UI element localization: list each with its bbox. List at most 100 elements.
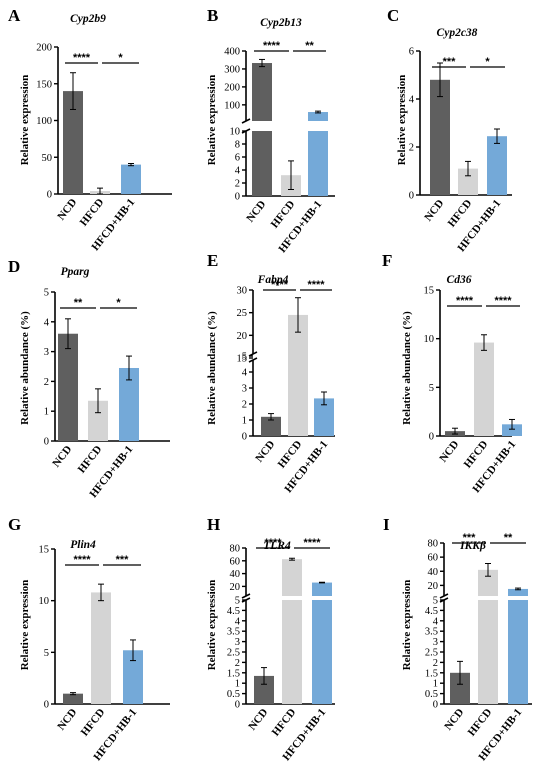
significance-label: **** xyxy=(494,295,512,307)
x-tick-label: NCD xyxy=(50,443,74,469)
panel-letter: A xyxy=(8,6,21,25)
bar-HFCD-upper xyxy=(478,569,498,596)
y-tick-label: 0.5 xyxy=(425,689,438,700)
chart-title: Pparg xyxy=(61,266,90,278)
chart-title: Cd36 xyxy=(447,274,472,286)
y-tick-label: 15 xyxy=(237,354,248,365)
y-tick-label: 25 xyxy=(237,308,248,319)
y-tick-label: 30 xyxy=(237,286,248,297)
y-tick-label: 10 xyxy=(39,596,50,607)
axis-break-mark xyxy=(248,357,258,363)
y-tick-label: 50 xyxy=(42,153,53,164)
bar-HFCD xyxy=(282,600,302,704)
y-tick-label: 6 xyxy=(409,47,414,58)
bar-HFCD-upper xyxy=(282,559,302,596)
y-tick-label: 40 xyxy=(230,569,241,580)
x-tick-label: HFCD xyxy=(446,197,475,229)
y-tick-label: 10 xyxy=(230,127,241,138)
bar-NCD xyxy=(430,79,450,195)
significance-label: ** xyxy=(305,40,314,52)
y-tick-label: 3 xyxy=(242,384,247,395)
panel-letter: D xyxy=(8,257,20,276)
y-tick-label: 8 xyxy=(235,140,240,151)
bar-HFCD xyxy=(458,168,478,195)
bar-NCD xyxy=(63,693,83,704)
bar-NCD xyxy=(58,333,78,441)
y-tick-label: 1 xyxy=(235,679,240,690)
y-tick-label: 5 xyxy=(235,596,240,607)
bar-NCD xyxy=(261,416,281,436)
panel-letter: I xyxy=(383,515,390,534)
x-tick-label: HFCD xyxy=(79,706,108,738)
panel-E: E Fabp4 Relative abundance (%) 0 1 2 3 4 515 20 25… xyxy=(206,251,335,495)
bar-HFCD xyxy=(88,400,108,441)
bar-HFCD xyxy=(478,600,498,704)
x-tick-label: HFCD xyxy=(76,443,105,475)
y-tick-label: 20 xyxy=(237,331,248,342)
x-tick-label: NCD xyxy=(442,706,466,732)
y-axis-label: Relative expression xyxy=(206,75,218,166)
y-tick-label: 1 xyxy=(242,416,247,427)
significance-label: * xyxy=(485,56,490,68)
bar-HFCD+HB-1 xyxy=(308,131,328,196)
bar-HFCD+HB-1 xyxy=(314,398,334,436)
significance-label: ** xyxy=(504,532,513,544)
significance-label: **** xyxy=(307,279,325,291)
axis-break-mark xyxy=(439,593,449,599)
bar-NCD-upper xyxy=(252,63,272,121)
y-tick-label: 0 xyxy=(242,432,247,443)
y-tick-label: 15 xyxy=(39,545,50,556)
y-tick-label: 2.5 xyxy=(227,648,240,659)
significance-label: **** xyxy=(73,52,91,64)
y-tick-label: 3 xyxy=(44,347,49,358)
significance-label: * xyxy=(118,52,123,64)
y-tick-label: 1 xyxy=(44,407,49,418)
panel-D: D Pparg Relative abundance (%) 0 1 2 3 4 5 NCD HFC… xyxy=(8,257,170,500)
y-tick-label: 0 xyxy=(433,700,438,711)
y-axis-label: Relative abundance (%) xyxy=(206,311,218,425)
significance-label: ** xyxy=(74,297,83,309)
bar-HFCD+HB-1-upper xyxy=(308,112,328,121)
bar-HFCD+HB-1 xyxy=(508,600,528,704)
y-tick-label: 10 xyxy=(424,334,435,345)
y-tick-label: 15 xyxy=(424,286,435,297)
y-tick-label: 60 xyxy=(230,556,241,567)
significance-label: **** xyxy=(303,537,321,549)
y-tick-label: 2 xyxy=(242,400,247,411)
x-tick-label: HFCD xyxy=(270,706,299,738)
y-tick-label: 1.5 xyxy=(227,668,240,679)
significance-label: **** xyxy=(264,537,282,549)
x-tick-label: NCD xyxy=(55,706,79,732)
y-tick-label: 2 xyxy=(433,658,438,669)
y-tick-label: 2.5 xyxy=(425,648,438,659)
y-tick-label: 4 xyxy=(235,616,241,627)
y-tick-label: 3.5 xyxy=(425,627,438,638)
chart-title: Cyp2b13 xyxy=(260,17,302,29)
y-axis-label: Relative expression xyxy=(401,580,413,671)
y-tick-label: 3 xyxy=(433,637,438,648)
y-tick-label: 3.5 xyxy=(227,627,240,638)
y-tick-label: 2 xyxy=(44,377,49,388)
significance-label: **** xyxy=(271,279,289,291)
panel-letter: H xyxy=(207,515,220,534)
y-tick-label: 0 xyxy=(44,437,49,448)
bar-NCD xyxy=(254,675,274,704)
x-tick-label: NCD xyxy=(422,197,446,223)
y-tick-label: 200 xyxy=(224,82,240,93)
significance-label: **** xyxy=(456,295,474,307)
y-tick-label: 40 xyxy=(428,567,439,578)
y-tick-label: 5 xyxy=(44,288,49,299)
axis-break-mark xyxy=(241,593,251,599)
y-tick-label: 6 xyxy=(235,153,240,164)
axis-break-mark xyxy=(241,118,251,124)
y-tick-label: 200 xyxy=(36,43,52,54)
y-tick-label: 5 xyxy=(242,352,247,363)
y-tick-label: 20 xyxy=(428,581,439,592)
y-axis-label: Relative expression xyxy=(19,580,31,671)
bar-HFCD xyxy=(91,592,111,704)
y-tick-label: 4 xyxy=(242,368,248,379)
y-tick-label: 80 xyxy=(428,539,439,550)
